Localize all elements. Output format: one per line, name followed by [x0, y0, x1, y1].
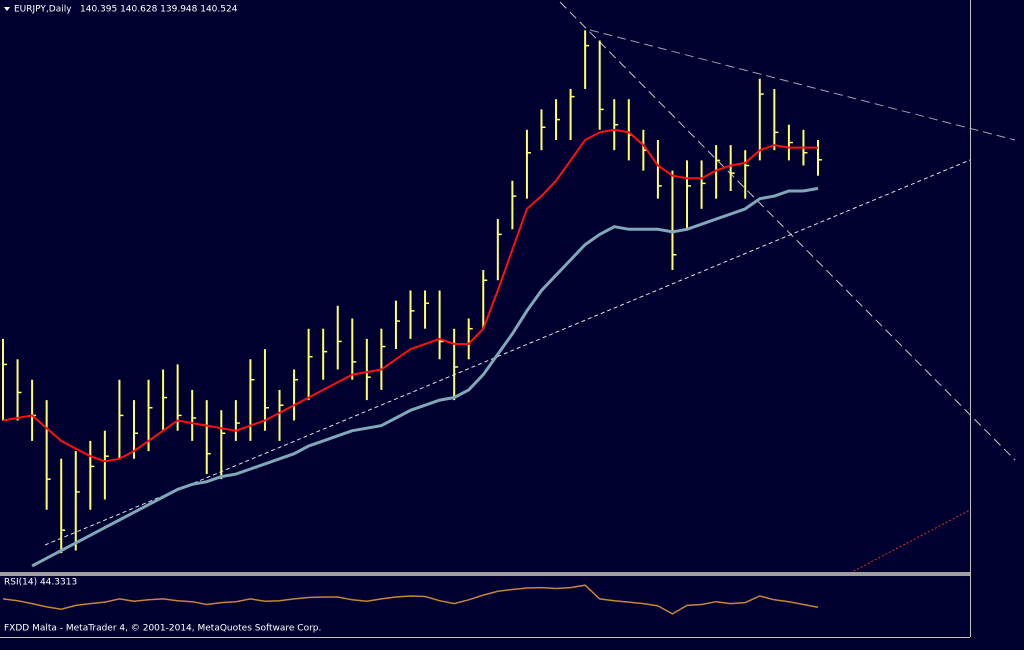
rsi-line	[2, 584, 819, 615]
menu-arrow[interactable]	[4, 7, 10, 11]
marks	[2, 30, 822, 615]
trend-line	[589, 29, 1016, 141]
trend-line	[559, 1, 1016, 461]
chart-title: EURJPY,Daily	[14, 5, 72, 15]
moving-average	[2, 128, 818, 463]
trend-line	[849, 509, 971, 574]
moving-average	[31, 186, 819, 568]
trend-line	[44, 159, 971, 546]
footer: FXDD Malta - MetaTrader 4, © 2001-2014, …	[4, 624, 321, 634]
panel-separator	[0, 572, 970, 576]
quote: 140.395 140.628 139.948 140.524	[80, 5, 238, 15]
rsi-label: RSI(14) 44.3313	[4, 578, 77, 588]
